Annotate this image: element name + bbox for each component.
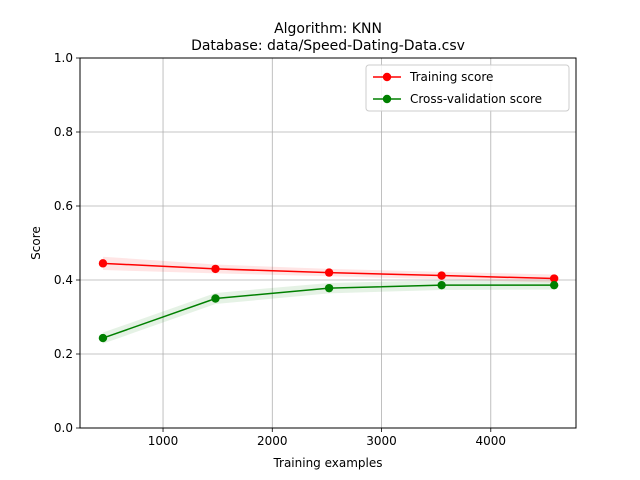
training-point (437, 271, 446, 280)
legend-training-label: Training score (409, 70, 493, 84)
y-axis-label: Score (29, 226, 43, 260)
cross-validation-point (324, 283, 334, 293)
training-point (98, 259, 108, 268)
chart-title-line1: Algorithm: KNN (274, 21, 382, 37)
cross-validation-point (549, 280, 559, 290)
legend: Training score Cross-validation score (365, 64, 570, 112)
x-axis: 1000 2000 3000 4000 (148, 428, 506, 448)
x-tick-label: 2000 (257, 434, 288, 448)
x-axis-label: Training examples (272, 456, 382, 470)
x-tick-label: 3000 (366, 434, 397, 448)
plot-frame (79, 57, 577, 429)
chart-title-line2: Database: data/Speed-Dating-Data.csv (191, 38, 465, 54)
y-tick-label: 1.0 (54, 51, 73, 65)
y-tick-label: 0.6 (54, 199, 73, 213)
training-point (211, 264, 220, 274)
grid (80, 57, 576, 429)
series-points (98, 259, 559, 343)
x-tick-label: 1000 (148, 434, 179, 448)
y-axis: 0.0 0.2 0.4 0.6 0.8 1.0 (54, 51, 80, 435)
cross-validation-point (211, 294, 220, 303)
cross-validation-point (437, 280, 446, 290)
y-tick-label: 0.4 (54, 273, 73, 287)
x-tick-label: 4000 (476, 434, 507, 448)
legend-box (365, 64, 570, 112)
legend-cross-validation-marker (382, 94, 392, 104)
cross-validation-point (98, 333, 108, 343)
y-tick-label: 0.0 (54, 421, 73, 435)
legend-cross-validation-label: Cross-validation score (410, 92, 542, 106)
y-tick-label: 0.8 (54, 125, 73, 139)
legend-training-marker (382, 72, 392, 82)
y-tick-label: 0.2 (54, 347, 73, 361)
training-point (324, 268, 334, 277)
training-point (549, 274, 559, 283)
